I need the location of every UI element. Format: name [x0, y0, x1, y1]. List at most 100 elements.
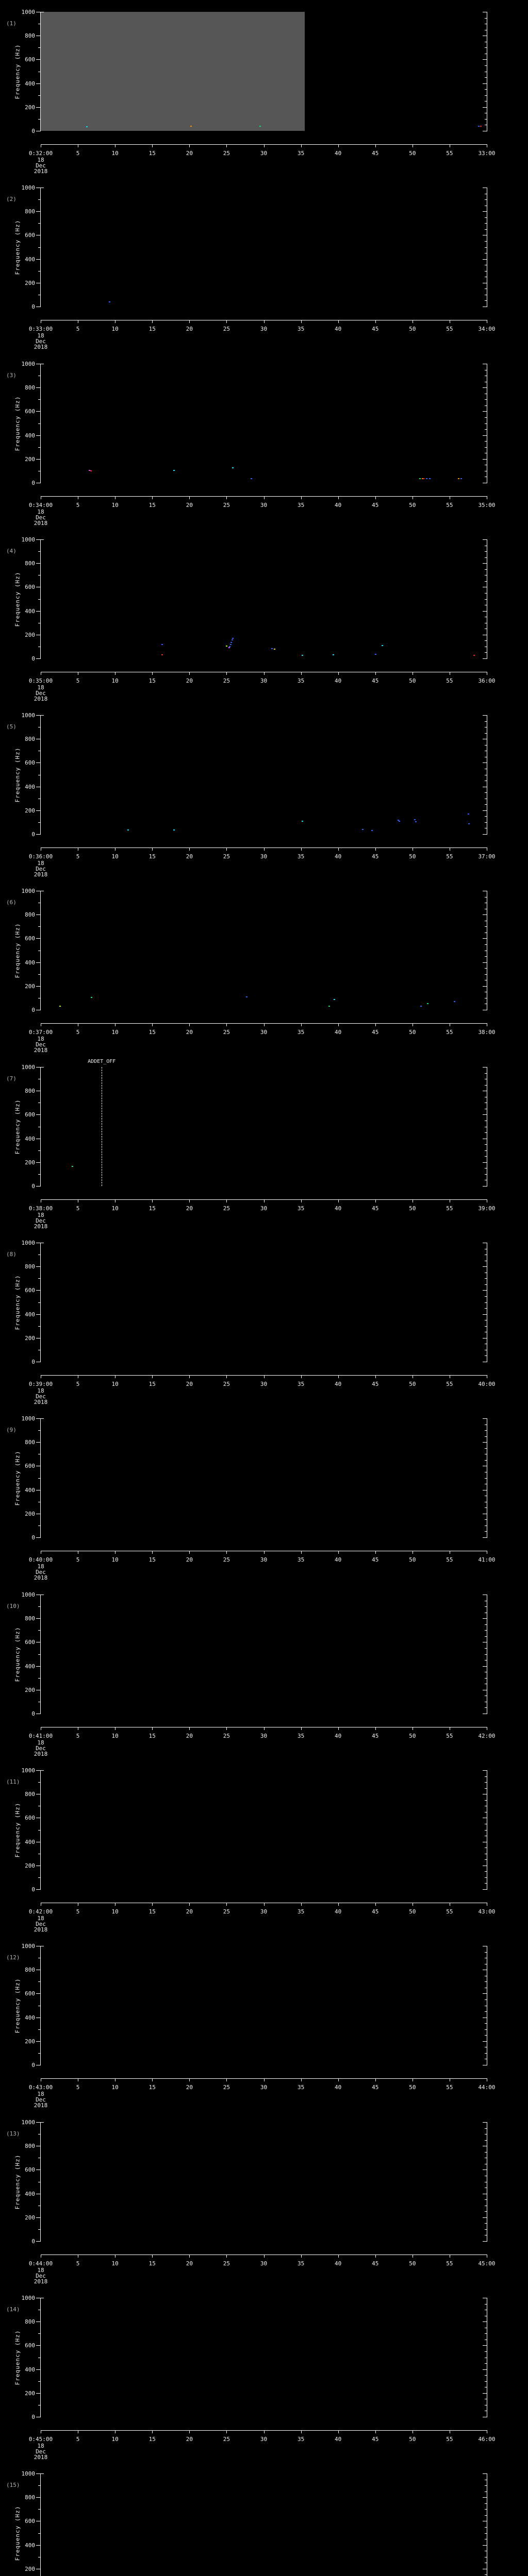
x-major-tick — [189, 144, 190, 147]
y-major-tick-right — [483, 715, 487, 716]
x-major-tick — [375, 848, 376, 851]
y-tick-label: 600 — [25, 2518, 35, 2525]
y-minor-tick-right — [485, 2211, 487, 2212]
y-axis-title-text: Frequency (Hz) — [14, 44, 21, 99]
x-tick-label: 55 — [446, 1381, 453, 1387]
y-axis-left — [40, 539, 41, 659]
y-axis-left — [40, 1243, 41, 1362]
y-tick-label: 800 — [25, 736, 35, 743]
y-tick-label: 200 — [25, 2214, 35, 2221]
y-minor-tick-right — [485, 47, 487, 48]
x-major-tick — [412, 672, 413, 675]
y-major-tick — [36, 611, 40, 612]
x-major-tick — [263, 2255, 265, 2258]
x-tick-label: 45 — [372, 502, 379, 509]
y-minor-tick-right — [485, 652, 487, 653]
y-minor-tick-right — [485, 1430, 487, 1431]
x-date-label: 18 — [37, 1739, 44, 1746]
y-minor-tick — [38, 223, 40, 224]
panel-label: (13) — [6, 2130, 20, 2137]
x-tick-label: 45 — [372, 677, 379, 684]
x-tick-label: 20 — [186, 2084, 193, 2091]
x-major-tick — [263, 1199, 265, 1202]
y-major-tick — [36, 411, 40, 412]
y-axis-title-text: Frequency (Hz) — [14, 923, 21, 978]
event-dot — [460, 478, 462, 480]
y-minor-tick-right — [485, 581, 487, 582]
y-tick-label: 1000 — [21, 1767, 36, 1774]
x-date-label: Dec — [36, 1217, 46, 1224]
x-major-tick — [189, 1903, 190, 1906]
y-minor-tick — [38, 1981, 40, 1982]
y-minor-tick-right — [485, 2381, 487, 2382]
x-tick-label: 30 — [260, 1029, 268, 1036]
x-major-tick — [226, 848, 227, 851]
x-major-tick — [412, 2078, 413, 2081]
x-major-tick — [338, 320, 339, 323]
y-minor-tick — [38, 399, 40, 400]
y-tick-label: 600 — [25, 408, 35, 415]
y-major-tick — [36, 962, 40, 963]
event-dot — [226, 646, 228, 647]
x-date-label: 18 — [37, 2267, 44, 2274]
x-major-tick — [263, 496, 265, 499]
y-tick-label: 600 — [25, 2342, 35, 2349]
y-major-tick — [36, 107, 40, 108]
x-major-tick — [338, 1727, 339, 1730]
y-axis-title-text: Frequency (Hz) — [14, 1978, 21, 2033]
y-tick-label: 800 — [25, 32, 35, 40]
x-tick-label: 5 — [76, 1205, 80, 1212]
y-major-tick-right — [483, 1889, 487, 1890]
x-major-tick — [226, 1375, 227, 1378]
x-date-label: Dec — [36, 866, 46, 872]
y-minor-tick-right — [485, 2351, 487, 2352]
y-major-tick — [36, 715, 40, 716]
x-tick-label: 5 — [76, 2084, 80, 2091]
event-dot — [271, 648, 273, 650]
event-dot — [173, 469, 175, 471]
y-tick-label: 1000 — [21, 888, 36, 894]
y-major-tick — [36, 539, 40, 540]
y-major-tick-right — [483, 59, 487, 60]
y-major-tick-right — [483, 459, 487, 460]
y-minor-tick-right — [485, 1648, 487, 1649]
event-dot — [59, 1005, 61, 1007]
x-major-tick — [189, 2430, 190, 2433]
y-tick-label: 200 — [25, 807, 35, 814]
y-major-tick-right — [483, 2241, 487, 2242]
x-tick-label: 25 — [223, 1029, 230, 1036]
y-tick-label: 400 — [25, 1663, 35, 1670]
y-minor-tick-right — [485, 2011, 487, 2012]
x-date-label: 2018 — [34, 1574, 48, 1581]
y-tick-label: 800 — [25, 2143, 35, 2150]
y-minor-tick-right — [485, 1073, 487, 1074]
y-tick-label: 200 — [25, 1159, 35, 1166]
y-major-tick — [36, 211, 40, 212]
y-minor-tick-right — [485, 1326, 487, 1327]
y-minor-tick-right — [485, 1308, 487, 1309]
x-major-tick — [152, 1023, 153, 1026]
y-minor-tick-right — [485, 1436, 487, 1437]
y-tick-label: 600 — [25, 2166, 35, 2174]
y-minor-tick-right — [485, 2140, 487, 2141]
y-axis-left — [40, 715, 41, 835]
x-tick-label: 40 — [335, 2084, 342, 2091]
y-minor-tick-right — [485, 1981, 487, 1982]
y-tick-label: 600 — [25, 1639, 35, 1646]
y-major-tick-right — [483, 2321, 487, 2323]
x-end-label: 46:00 — [478, 2436, 496, 2443]
x-major-tick — [263, 144, 265, 147]
y-minor-tick-right — [485, 1788, 487, 1789]
x-date-label: 2018 — [34, 1926, 48, 1933]
y-minor-tick-right — [485, 640, 487, 641]
y-minor-tick-right — [485, 405, 487, 406]
y-tick-label: 200 — [25, 982, 35, 990]
y-minor-tick-right — [485, 1355, 487, 1357]
x-tick-label: 30 — [260, 502, 268, 509]
y-major-tick-right — [483, 1114, 487, 1115]
x-date-label: 18 — [37, 509, 44, 515]
y-minor-tick-right — [485, 1871, 487, 1872]
panel-label: (3) — [6, 372, 16, 379]
x-major-tick — [226, 496, 227, 499]
y-tick-label: 0 — [31, 1359, 35, 1365]
